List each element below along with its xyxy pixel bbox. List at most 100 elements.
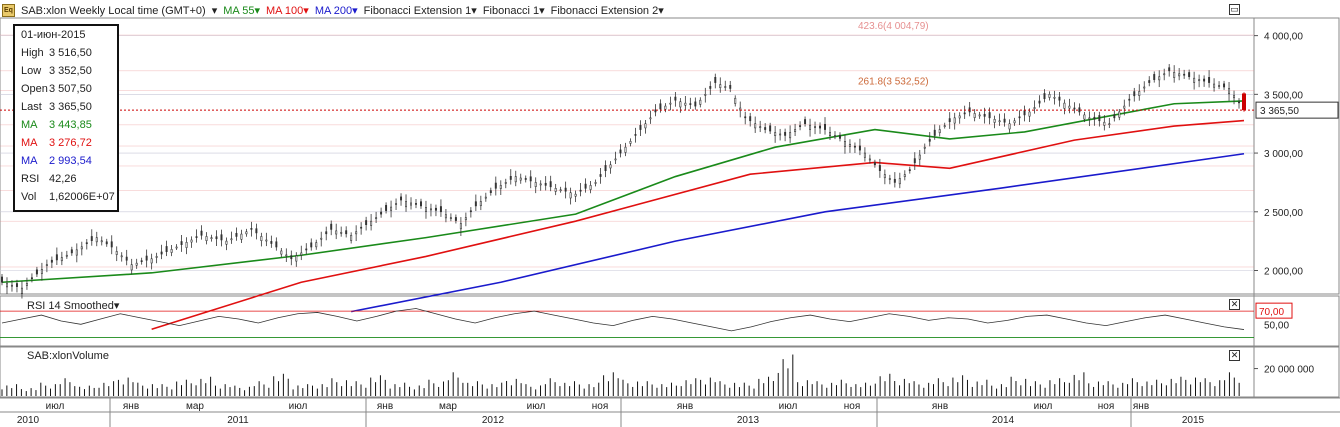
candle-body <box>534 182 537 187</box>
candle-body <box>973 113 976 118</box>
candle-body <box>90 236 93 241</box>
x-year-label: 2011 <box>227 415 249 426</box>
candle-body <box>509 176 512 180</box>
candle-body <box>205 236 208 241</box>
candle-body <box>370 220 373 226</box>
candle-body <box>629 141 632 144</box>
chart-app-icon[interactable]: Eq <box>2 4 15 17</box>
candle-body <box>130 264 133 271</box>
candle-body <box>1098 115 1101 122</box>
candle-body <box>1168 67 1171 72</box>
candle-body <box>330 223 333 230</box>
candle-body <box>75 249 78 256</box>
candle-body <box>80 246 83 250</box>
candle-body <box>40 269 43 274</box>
candle-body <box>853 145 856 148</box>
candle-body <box>170 249 173 253</box>
fib-extension-1-legend[interactable]: Fibonacci Extension 1▾ <box>363 5 477 17</box>
ma100-label: MA 100 <box>265 5 304 17</box>
candle-body <box>1198 79 1201 82</box>
candle-body <box>120 255 123 258</box>
x-year-label: 2014 <box>992 415 1015 426</box>
candle-body <box>464 217 467 221</box>
rsi-dropdown-icon[interactable]: ▾ <box>113 300 120 312</box>
y-tick-label: 4 000,00 <box>1264 32 1303 43</box>
maximize-pane-icon[interactable]: ▭ <box>1229 4 1240 15</box>
candle-body <box>873 162 876 166</box>
data-window-value: 3 365,50 <box>49 101 92 113</box>
candle-body <box>325 231 328 235</box>
x-month-label: ноя <box>1098 401 1115 412</box>
candle-body <box>734 97 737 104</box>
candle-body <box>764 127 767 130</box>
candle-body <box>624 146 627 153</box>
candle-body <box>459 223 462 230</box>
candle-body <box>848 143 851 147</box>
data-window-value: 1,62006E+07 <box>49 191 115 203</box>
candle-body <box>345 230 348 235</box>
candle-body <box>754 123 757 129</box>
last-candle-body <box>1242 93 1246 111</box>
symbol-title[interactable]: SAB:xlon Weekly Local time (GMT+0) <box>21 4 206 17</box>
candle-body <box>704 94 707 96</box>
candle-body <box>150 258 153 264</box>
fib-extension-2-legend[interactable]: Fibonacci Extension 2▾ <box>550 5 664 17</box>
ma100-legend[interactable]: MA 100▾ <box>265 5 309 17</box>
candle-body <box>644 123 647 129</box>
rsi-pane-title[interactable]: RSI 14 Smoothed▾ <box>27 299 119 312</box>
candle-body <box>479 201 482 207</box>
data-window-row: Last 3 365,50 <box>15 98 117 116</box>
candle-body <box>923 146 926 149</box>
candle-body <box>35 269 38 275</box>
candle-body <box>100 240 103 243</box>
candle-body <box>145 255 148 261</box>
candle-body <box>1123 105 1126 109</box>
candle-body <box>699 99 702 105</box>
close-rsi-pane-icon[interactable]: ✕ <box>1229 299 1240 310</box>
candle-body <box>285 254 288 257</box>
candle-body <box>569 192 572 199</box>
candle-body <box>1188 72 1191 78</box>
candle-body <box>469 210 472 213</box>
candle-body <box>789 132 792 139</box>
candle-body <box>1 276 3 283</box>
candle-body <box>429 208 432 211</box>
fib-1-legend[interactable]: Fibonacci 1▾ <box>482 5 545 17</box>
candle-body <box>1078 107 1081 113</box>
candle-body <box>499 185 502 189</box>
candle-body <box>719 84 722 89</box>
candle-body <box>1178 73 1181 77</box>
candle-body <box>908 169 911 171</box>
close-volume-pane-icon[interactable]: ✕ <box>1229 350 1240 361</box>
candle-body <box>10 284 13 287</box>
candle-body <box>65 254 68 257</box>
data-window-value: 3 507,50 <box>49 83 92 95</box>
data-window-value: 3 443,85 <box>49 119 92 131</box>
data-window-label: MA <box>21 119 38 131</box>
data-window-label: Last <box>21 101 42 113</box>
candle-body <box>1148 80 1151 83</box>
candle-body <box>190 239 193 243</box>
candle-body <box>504 182 507 184</box>
data-window-label: MA <box>21 137 38 149</box>
candle-body <box>135 262 138 266</box>
candle-body <box>654 109 657 113</box>
candle-body <box>824 123 826 130</box>
symbol-dropdown-icon[interactable]: ▾ <box>211 5 218 17</box>
candle-body <box>1163 73 1166 76</box>
data-window-label: Low <box>21 65 42 77</box>
candle-body <box>1183 73 1186 76</box>
candle-body <box>1073 107 1076 110</box>
candle-body <box>1218 85 1221 87</box>
candle-body <box>1193 77 1196 83</box>
data-window-row: Open 3 507,50 <box>15 80 117 98</box>
ma200-legend[interactable]: MA 200▾ <box>314 5 358 17</box>
data-window-value: 3 276,72 <box>49 137 92 149</box>
data-window: 01-июн-2015 High 3 516,50 Low 3 352,50 Ope… <box>13 24 119 212</box>
candle-body <box>983 113 986 117</box>
data-window-row: MA 3 276,72 <box>15 134 117 152</box>
candle-body <box>814 126 817 128</box>
candle-body <box>858 145 861 151</box>
ma55-legend[interactable]: MA 55▾ <box>223 5 260 17</box>
